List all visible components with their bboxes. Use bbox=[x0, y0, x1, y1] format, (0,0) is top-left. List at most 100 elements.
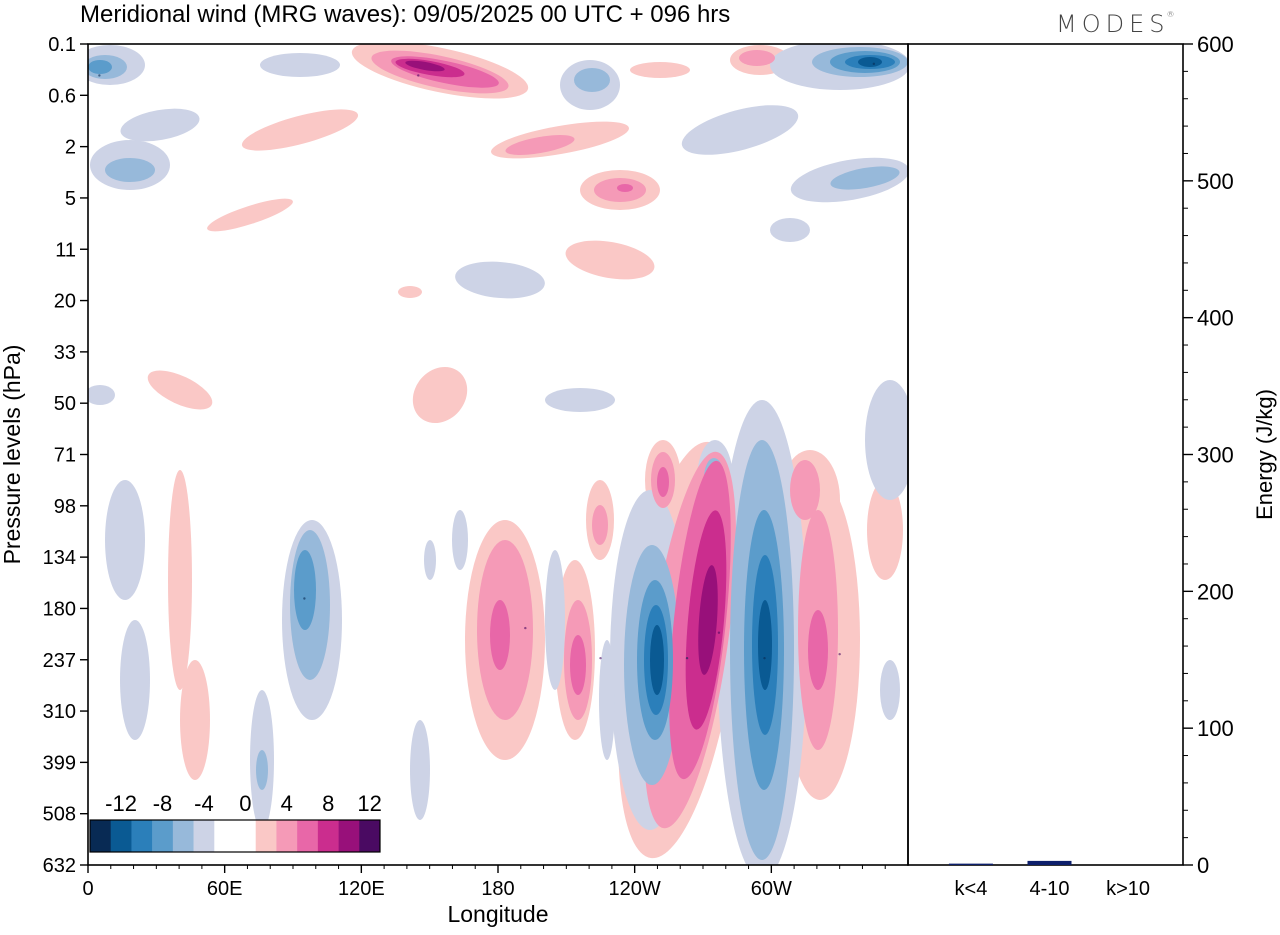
chart-title: Meridional wind (MRG waves): 09/05/2025 … bbox=[80, 1, 730, 28]
negative-contour-level-5 bbox=[758, 600, 772, 690]
colorbar-swatch bbox=[235, 820, 257, 852]
negative-contour-level-2 bbox=[105, 158, 155, 182]
colorbar-swatch bbox=[110, 820, 132, 852]
positive-contour-level-2 bbox=[790, 460, 820, 520]
positive-contour-level-1 bbox=[180, 660, 210, 780]
y-tick-label: 0.1 bbox=[48, 34, 76, 56]
negative-contour-level-1 bbox=[770, 218, 810, 242]
energy-y-tick-label: 300 bbox=[1197, 443, 1234, 468]
positive-contour-level-1 bbox=[398, 286, 422, 298]
energy-plot-frame bbox=[907, 43, 1184, 866]
colorbar-label: -12 bbox=[105, 791, 137, 816]
x-tick-label: 60W bbox=[751, 878, 792, 900]
y-tick-label: 33 bbox=[54, 342, 76, 364]
feature-point bbox=[763, 656, 766, 660]
positive-contour-level-5 bbox=[405, 60, 445, 72]
positive-contour-level-1 bbox=[412, 366, 468, 424]
colorbar-label: 4 bbox=[281, 791, 293, 816]
negative-contour-level-2 bbox=[256, 750, 268, 790]
feature-point bbox=[303, 597, 306, 600]
y-tick-label: 2 bbox=[65, 137, 76, 159]
y-tick-label: 632 bbox=[43, 855, 76, 877]
colorbar-label: 0 bbox=[239, 791, 251, 816]
negative-contour-level-3 bbox=[294, 550, 316, 630]
negative-contour-level-1 bbox=[599, 640, 615, 760]
colorbar-swatch bbox=[172, 820, 194, 852]
colorbar-swatch bbox=[297, 820, 319, 852]
y-tick-label: 508 bbox=[43, 804, 76, 826]
colorbar-frame bbox=[89, 819, 381, 853]
negative-contour-level-1 bbox=[880, 660, 900, 720]
y-tick-label: 11 bbox=[55, 239, 76, 261]
positive-contour-level-3 bbox=[570, 635, 586, 695]
y-tick-label: 134 bbox=[43, 547, 76, 569]
y-tick-label: 180 bbox=[43, 598, 76, 620]
positive-contour-level-3 bbox=[657, 467, 669, 497]
brand-logo: MODES® bbox=[1056, 10, 1175, 38]
positive-contour-level-3 bbox=[617, 184, 633, 192]
negative-contour-level-1 bbox=[120, 620, 150, 740]
energy-category-label: k<4 bbox=[955, 878, 988, 900]
colorbar-swatch bbox=[131, 820, 153, 852]
energy-y-tick-label: 500 bbox=[1197, 169, 1234, 194]
positive-contour-level-2 bbox=[505, 135, 575, 155]
positive-contour-level-1 bbox=[207, 198, 293, 232]
colorbar-swatch bbox=[90, 820, 112, 852]
energy-y-tick-label: 100 bbox=[1197, 716, 1234, 741]
negative-contour-level-1 bbox=[260, 53, 340, 77]
feature-point bbox=[685, 656, 689, 660]
positive-contour-level-1 bbox=[565, 240, 655, 280]
positive-contour-level-2 bbox=[592, 505, 608, 545]
negative-contour-level-1 bbox=[681, 105, 799, 155]
negative-contour-level-1 bbox=[545, 550, 565, 690]
colorbar-swatch bbox=[214, 820, 236, 852]
y-tick-label: 399 bbox=[43, 752, 76, 774]
x-tick-label: 60E bbox=[207, 878, 243, 900]
feature-point bbox=[872, 62, 876, 66]
colorbar-label: 12 bbox=[357, 791, 381, 816]
y-tick-label: 98 bbox=[54, 496, 76, 518]
feature-point bbox=[838, 652, 841, 656]
contour-field bbox=[88, 44, 908, 865]
colorbar-swatch bbox=[152, 820, 174, 852]
colorbar-label: -4 bbox=[194, 791, 214, 816]
energy-y-tick-label: 200 bbox=[1197, 579, 1234, 604]
negative-contour-level-1 bbox=[455, 261, 545, 299]
feature-point bbox=[717, 631, 721, 634]
energy-y-tick-label: 0 bbox=[1197, 853, 1209, 878]
negative-contour-level-3 bbox=[88, 60, 112, 74]
energy-bar-k<4 bbox=[948, 863, 993, 865]
colorbar-swatch bbox=[317, 820, 339, 852]
x-tick-label: 120E bbox=[338, 878, 385, 900]
y-tick-label: 310 bbox=[43, 701, 76, 723]
feature-point bbox=[524, 626, 527, 630]
positive-contour-level-1 bbox=[168, 470, 192, 690]
colorbar-swatch bbox=[193, 820, 215, 852]
negative-contour-level-1 bbox=[545, 388, 615, 412]
negative-contour-level-2 bbox=[830, 166, 900, 190]
energy-category-label: k>10 bbox=[1106, 878, 1150, 900]
feature-point bbox=[599, 656, 602, 660]
x-tick-label: 0 bbox=[82, 878, 93, 900]
positive-contour-level-3 bbox=[808, 610, 828, 690]
energy-bar-4-10 bbox=[1027, 860, 1072, 865]
negative-contour-level-5 bbox=[650, 625, 664, 695]
colorbar-swatch bbox=[359, 820, 381, 852]
y-tick-label: 71 bbox=[54, 445, 76, 467]
energy-y-tick-label: 400 bbox=[1197, 306, 1234, 331]
positive-contour-level-1 bbox=[630, 62, 690, 78]
negative-contour-level-1 bbox=[120, 108, 200, 142]
energy-axis-label: Energy (J/kg) bbox=[1252, 389, 1277, 520]
negative-contour-level-1 bbox=[452, 510, 468, 570]
colorbar-label: -8 bbox=[153, 791, 173, 816]
feature-point bbox=[417, 74, 420, 77]
colorbar-swatch bbox=[338, 820, 360, 852]
x-tick-label: 120W bbox=[609, 878, 661, 900]
colorbar-swatch bbox=[276, 820, 298, 852]
negative-contour-level-5 bbox=[858, 57, 882, 67]
energy-y-tick-label: 600 bbox=[1197, 32, 1234, 57]
y-tick-label: 0.6 bbox=[48, 85, 76, 107]
negative-contour-level-1 bbox=[865, 380, 908, 500]
